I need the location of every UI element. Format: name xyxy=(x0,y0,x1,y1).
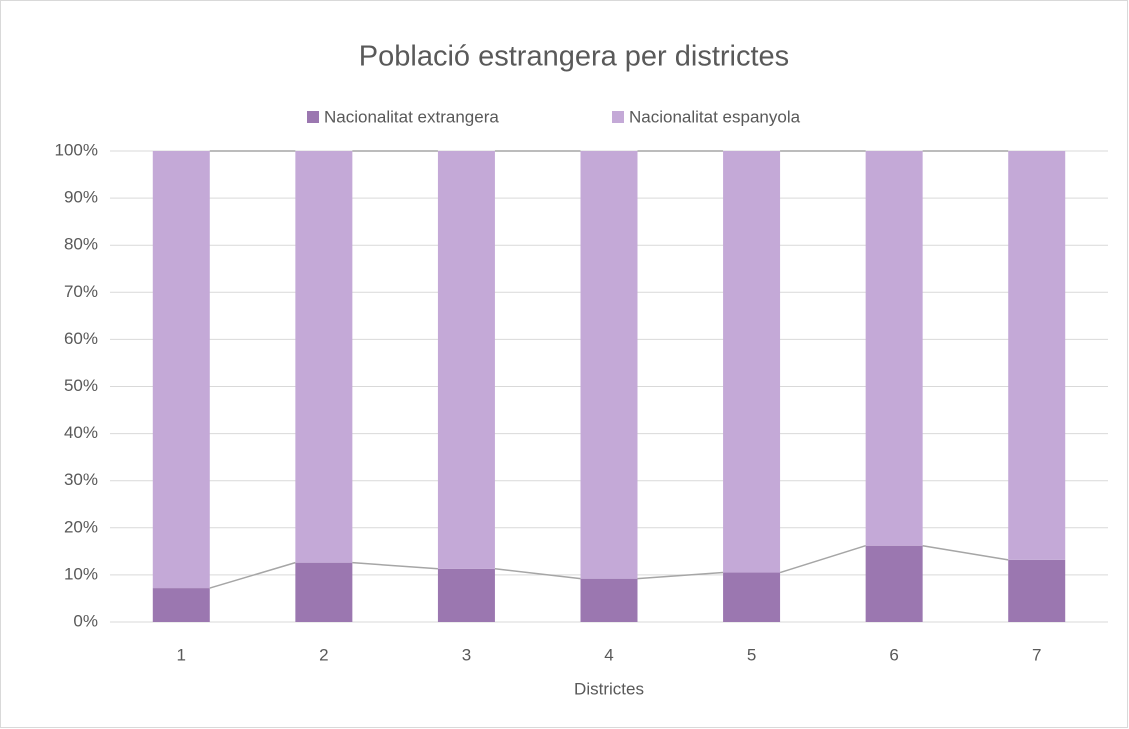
y-tick-label: 80% xyxy=(64,235,98,254)
bar-segment xyxy=(152,151,210,589)
bar-segment xyxy=(295,151,353,563)
y-tick-label: 20% xyxy=(64,517,98,536)
legend-swatch xyxy=(307,111,319,123)
bar-segment xyxy=(865,545,923,622)
x-tick-label: 4 xyxy=(604,645,613,664)
bar-segment xyxy=(723,572,781,622)
y-tick-label: 100% xyxy=(55,140,98,159)
bar-segment xyxy=(723,151,781,573)
y-tick-label: 70% xyxy=(64,282,98,301)
x-axis-label: Districtes xyxy=(574,679,644,698)
legend-label: Nacionalitat extrangera xyxy=(324,107,499,126)
bar-segment xyxy=(580,151,638,579)
y-tick-label: 50% xyxy=(64,376,98,395)
series-line xyxy=(779,544,866,574)
series-line xyxy=(494,568,581,580)
x-tick-label: 1 xyxy=(177,645,186,664)
y-tick-label: 40% xyxy=(64,423,98,442)
x-tick-label: 3 xyxy=(462,645,471,664)
bar-segment xyxy=(295,562,353,622)
y-tick-label: 60% xyxy=(64,329,98,348)
x-tick-label: 5 xyxy=(747,645,756,664)
series-line xyxy=(209,561,296,589)
y-tick-label: 0% xyxy=(73,611,98,630)
bar-segment xyxy=(437,151,495,569)
bar-segment xyxy=(437,568,495,622)
bar-segment xyxy=(1008,151,1066,560)
series-line xyxy=(637,571,724,580)
y-tick-label: 30% xyxy=(64,470,98,489)
x-tick-label: 2 xyxy=(319,645,328,664)
bar-segment xyxy=(865,151,923,546)
y-tick-label: 90% xyxy=(64,188,98,207)
x-tick-label: 6 xyxy=(889,645,898,664)
series-line xyxy=(922,544,1009,561)
chart-title: Població estrangera per districtes xyxy=(359,41,789,73)
legend-swatch xyxy=(612,111,624,123)
bar-segment xyxy=(580,578,638,622)
series-line xyxy=(352,561,438,570)
bar-segment xyxy=(1008,559,1066,622)
bar-segment xyxy=(152,588,210,622)
y-tick-label: 10% xyxy=(64,564,98,583)
legend-label: Nacionalitat espanyola xyxy=(629,107,801,126)
x-tick-label: 7 xyxy=(1032,645,1041,664)
